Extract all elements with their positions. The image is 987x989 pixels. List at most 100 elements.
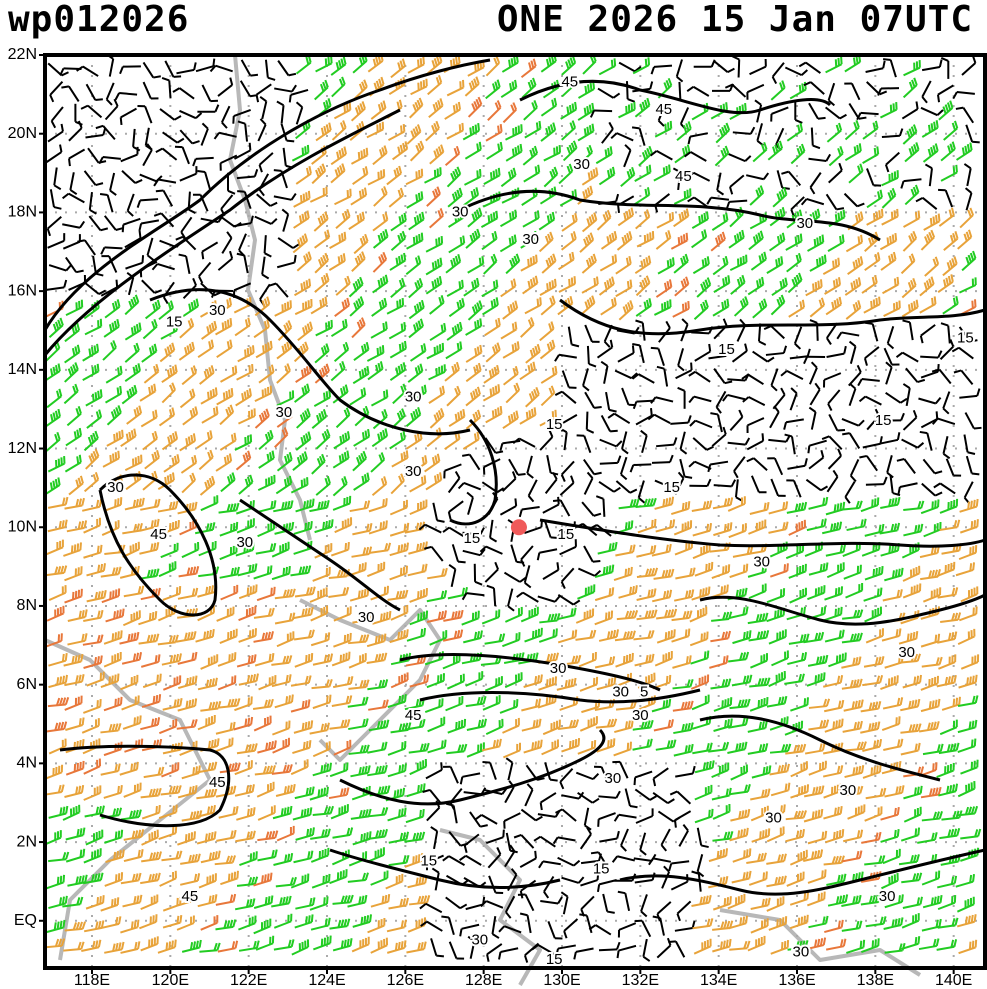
wind-barb-flag — [327, 57, 330, 65]
wind-barb-flag — [53, 206, 62, 210]
wind-barb — [200, 122, 209, 146]
wind-barb-flag — [359, 103, 364, 112]
wind-barb — [561, 120, 577, 141]
wind-barb — [502, 341, 520, 359]
wind-barb-shaft — [945, 458, 955, 476]
wind-barb-flag — [934, 470, 943, 475]
wind-barb-shaft — [808, 367, 818, 385]
wind-barb — [178, 341, 195, 361]
wind-barb-flag — [649, 150, 658, 157]
wind-barb — [736, 318, 747, 342]
wind-barb-shaft — [233, 149, 251, 160]
wind-barb — [767, 457, 784, 476]
wind-barb-flag — [724, 145, 730, 154]
wind-barb — [881, 170, 899, 187]
wind-barb — [505, 253, 521, 275]
wind-barb-flag — [397, 62, 402, 71]
wind-barb-flag — [863, 357, 868, 366]
wind-barb — [366, 121, 385, 139]
wind-barb — [809, 382, 821, 406]
wind-barb-flag — [761, 433, 765, 441]
wind-barb-shaft — [257, 124, 267, 142]
wind-barb-shaft — [729, 199, 748, 203]
wind-barb — [105, 385, 123, 404]
wind-barb — [99, 193, 114, 213]
wind-barb — [562, 140, 578, 162]
wind-barb-shaft — [126, 193, 135, 212]
wind-barb — [65, 427, 83, 447]
wind-barb-flag — [804, 458, 808, 466]
wind-barb-flag — [566, 106, 570, 115]
wind-barb-flag — [126, 210, 134, 217]
wind-barb — [655, 230, 672, 250]
wind-barb — [860, 497, 880, 513]
wind-barb — [577, 567, 602, 577]
wind-barb — [82, 363, 100, 382]
wind-barb — [827, 234, 845, 252]
wind-barb-flag — [462, 79, 465, 88]
wind-barb-flag — [593, 512, 602, 517]
wind-barb — [848, 382, 857, 407]
wind-barb — [900, 253, 916, 275]
wind-barb — [542, 496, 560, 514]
wind-barb-flag — [322, 101, 327, 110]
wind-barb-flag — [840, 56, 843, 65]
wind-barb — [728, 153, 752, 163]
wind-barb-shaft — [220, 194, 234, 210]
wind-barb-flag — [686, 85, 694, 93]
wind-barb — [767, 140, 784, 161]
wind-barb — [444, 101, 462, 120]
wind-barb — [508, 458, 526, 476]
wind-barb — [582, 53, 597, 75]
wind-barb-flag — [372, 58, 377, 67]
wind-barb — [786, 479, 802, 498]
wind-barb-shaft — [729, 174, 745, 188]
wind-barb-flag — [882, 476, 888, 485]
wind-barb-flag — [927, 148, 932, 157]
wind-barb-shaft — [634, 171, 651, 182]
wind-barb-flag — [250, 73, 259, 77]
wind-barb-flag — [119, 117, 123, 126]
wind-barb-flag — [572, 140, 578, 149]
wind-barb-shaft — [937, 417, 956, 426]
wind-barb-flag — [800, 143, 806, 152]
wind-barb-flag — [882, 60, 886, 69]
wind-barb-shaft — [963, 434, 969, 453]
wind-barb — [939, 519, 961, 531]
wind-barb — [371, 428, 389, 448]
wind-barb — [772, 387, 786, 410]
wind-barb-flag — [499, 141, 503, 150]
wind-barb — [197, 104, 220, 113]
wind-barb-flag — [913, 62, 916, 71]
wind-barb-shaft — [619, 456, 628, 475]
wind-barb-flag — [141, 255, 145, 263]
wind-barb-shaft — [881, 134, 900, 139]
wind-barb — [141, 279, 163, 294]
wind-barb — [181, 365, 197, 386]
wind-barb — [765, 345, 788, 356]
wind-barb-flag — [588, 104, 592, 113]
wind-barb — [462, 453, 481, 471]
wind-barb-flag — [896, 432, 901, 441]
wind-barb-flag — [720, 149, 725, 158]
wind-barb — [256, 193, 278, 207]
wind-barb — [217, 250, 234, 271]
wind-barb-shaft — [768, 438, 787, 443]
wind-barb-flag — [455, 56, 458, 65]
wind-barb-shaft — [689, 132, 709, 138]
wind-barb-flag — [593, 405, 602, 409]
wind-barb-shaft — [464, 175, 481, 186]
wind-barb-flag — [554, 354, 560, 362]
wind-barb — [677, 386, 686, 409]
wind-barb — [125, 255, 145, 270]
wind-barb — [598, 480, 621, 493]
wind-barb — [729, 254, 748, 272]
wind-barb — [192, 156, 214, 167]
wind-barb — [673, 188, 692, 205]
wind-barb-flag — [583, 107, 587, 116]
wind-barb — [844, 82, 861, 101]
wind-barb — [923, 213, 941, 231]
wind-barb-flag — [650, 346, 659, 350]
wind-barb — [425, 120, 440, 142]
wind-barb — [794, 101, 803, 124]
